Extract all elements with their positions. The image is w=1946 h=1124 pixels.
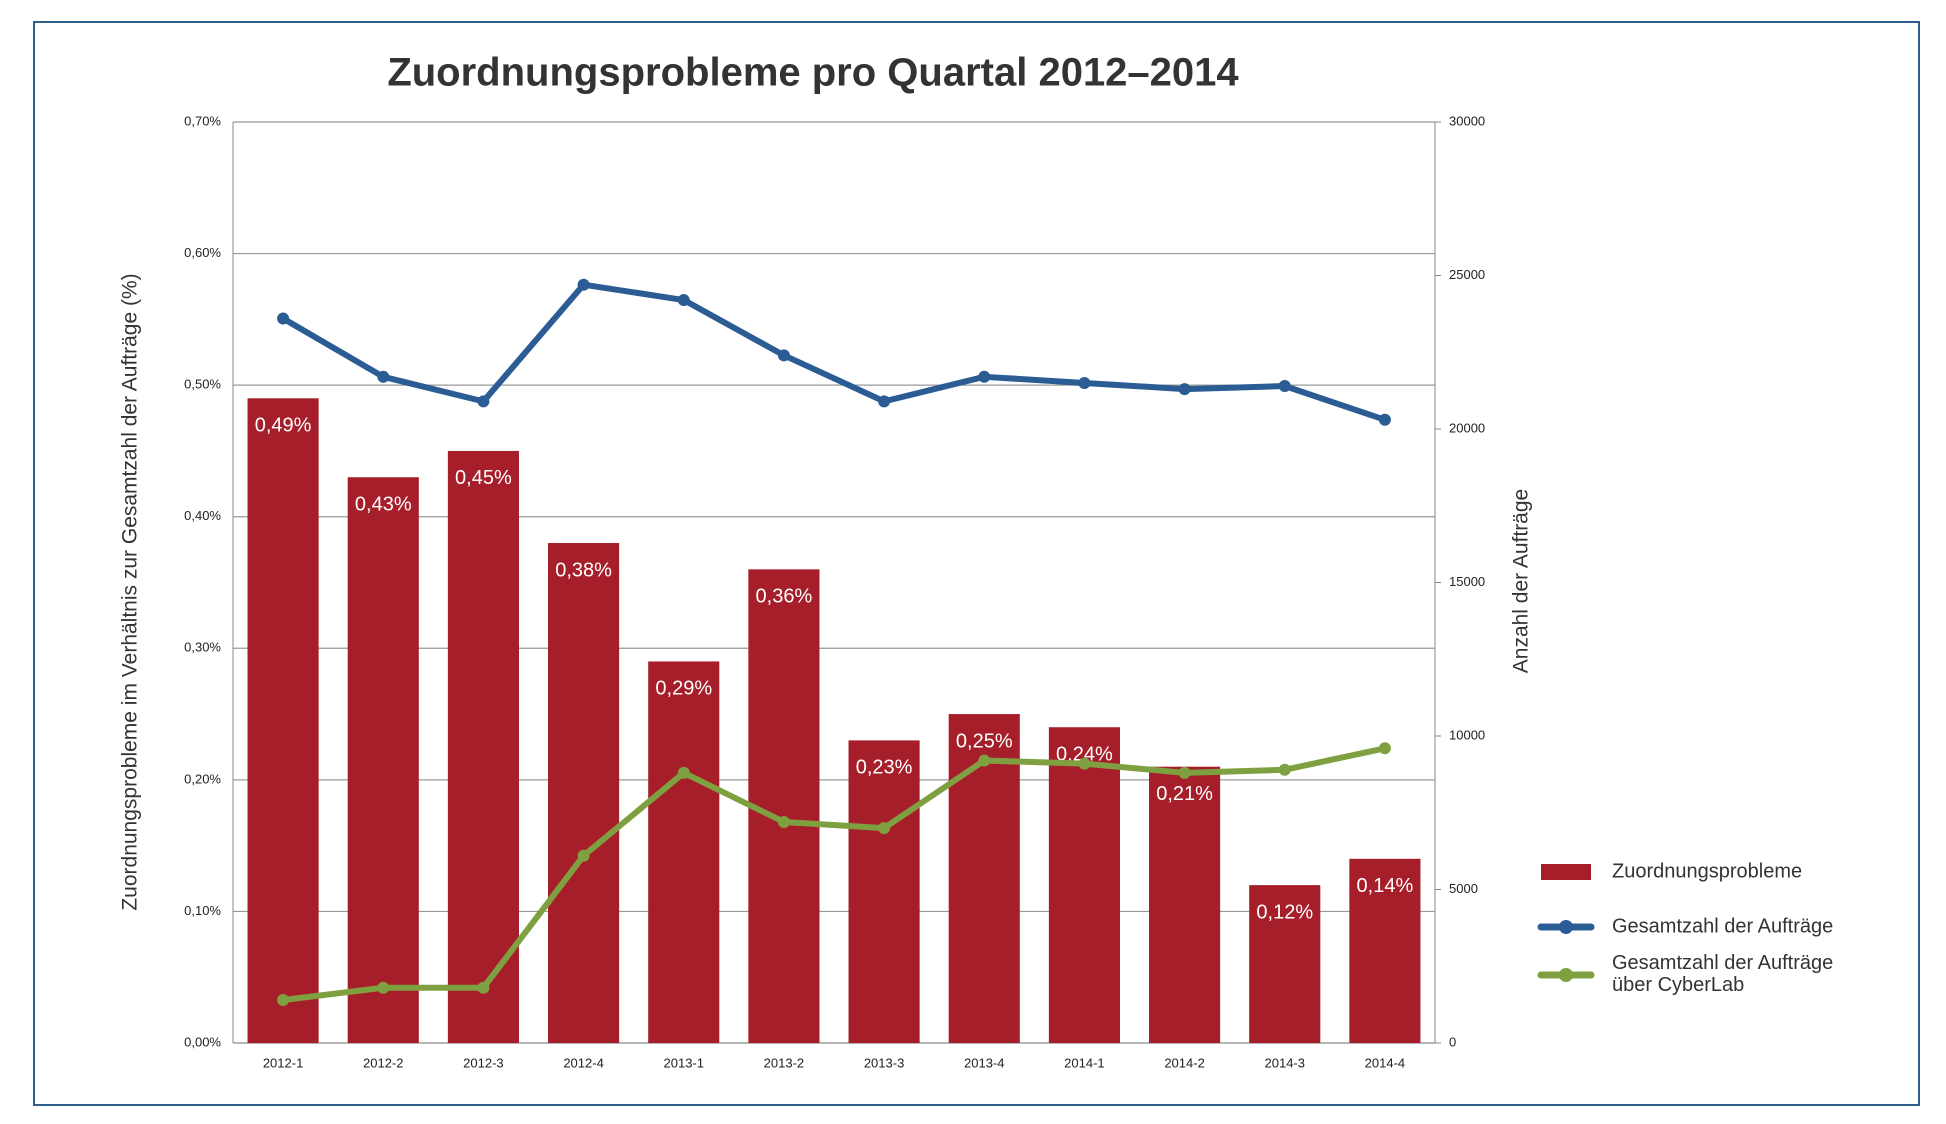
data-label: 0,38% (555, 559, 612, 581)
point (878, 822, 891, 835)
point (777, 815, 790, 828)
data-label: 0,25% (956, 730, 1013, 752)
y-tick-label: 0,50% (184, 377, 221, 392)
y-tick-label: 0,40% (184, 508, 221, 523)
point (577, 849, 590, 862)
x-tick-label: 2013-3 (864, 1055, 904, 1070)
bar (548, 543, 620, 1043)
point (477, 395, 490, 408)
legend-label: Gesamtzahl der Aufträge (1612, 915, 1833, 937)
y-tick-label: 0,10% (184, 903, 221, 918)
x-tick-label: 2013-1 (664, 1055, 704, 1070)
y2-tick-label: 30000 (1449, 113, 1485, 128)
bar (247, 398, 319, 1043)
y2-tick-label: 15000 (1449, 574, 1485, 589)
x-tick-label: 2014-1 (1064, 1055, 1104, 1070)
bar (1149, 766, 1221, 1043)
x-tick-label: 2014-3 (1265, 1055, 1305, 1070)
point (1178, 766, 1191, 779)
point (1278, 763, 1291, 776)
y-tick-label: 0,60% (184, 245, 221, 260)
point (878, 395, 891, 408)
x-tick-label: 2014-4 (1365, 1055, 1405, 1070)
point (1378, 413, 1391, 426)
point (978, 370, 991, 383)
line (281, 281, 1386, 423)
data-label: 0,12% (1256, 901, 1313, 923)
data-label: 0,49% (255, 415, 312, 437)
y2-tick-label: 10000 (1449, 727, 1485, 742)
x-tick-label: 2012-3 (463, 1055, 503, 1070)
point (1078, 376, 1091, 389)
data-label: 0,45% (455, 467, 512, 489)
point (677, 294, 690, 307)
y-tick-label: 0,20% (184, 771, 221, 786)
bar (948, 714, 1020, 1043)
y2-tick-label: 5000 (1449, 881, 1478, 896)
point (277, 994, 290, 1007)
x-tick-label: 2013-2 (764, 1055, 804, 1070)
data-label: 0,14% (1357, 875, 1414, 897)
bar (447, 450, 519, 1043)
x-tick-label: 2013-4 (964, 1055, 1004, 1070)
y2-tick-label: 25000 (1449, 267, 1485, 282)
bar (848, 740, 920, 1043)
y-axis-title: Zuordnungsprobleme im Verhältnis zur Ges… (119, 273, 142, 910)
bar (347, 477, 419, 1043)
legend-marker (1559, 920, 1573, 934)
legend-marker (1559, 968, 1573, 982)
point (1378, 742, 1391, 755)
x-tick-label: 2012-1 (263, 1055, 303, 1070)
x-tick-label: 2014-2 (1164, 1055, 1204, 1070)
point (277, 312, 290, 325)
point (377, 370, 390, 383)
bar (1048, 727, 1120, 1043)
y-tick-label: 0,30% (184, 640, 221, 655)
chart-title: Zuordnungsprobleme pro Quartal 2012–2014 (387, 51, 1239, 95)
legend-swatch (1541, 864, 1591, 880)
data-label: 0,29% (655, 678, 712, 700)
y-tick-label: 0,70% (184, 113, 221, 128)
x-tick-label: 2012-4 (563, 1055, 603, 1070)
point (577, 278, 590, 291)
y2-tick-label: 20000 (1449, 420, 1485, 435)
x-tick-label: 2012-2 (363, 1055, 403, 1070)
point (978, 754, 991, 767)
data-label: 0,24% (1056, 744, 1113, 766)
bar (1249, 885, 1321, 1043)
data-label: 0,43% (355, 494, 412, 516)
point (377, 981, 390, 994)
point (777, 349, 790, 362)
bar (648, 661, 720, 1043)
point (1178, 383, 1191, 396)
y2-tick-label: 0 (1449, 1034, 1456, 1049)
data-label: 0,36% (756, 586, 813, 608)
point (677, 766, 690, 779)
data-label: 0,23% (856, 757, 913, 779)
legend-label: Gesamtzahl der Aufträge über CyberLab (1612, 952, 1833, 996)
point (1078, 757, 1091, 770)
line (282, 745, 1386, 1003)
point (1278, 380, 1291, 393)
bar (1349, 858, 1421, 1043)
data-label: 0,21% (1156, 783, 1213, 805)
legend-label: Zuordnungsprobleme (1612, 860, 1802, 882)
y2-axis-title: Anzahl der Aufträge (1510, 489, 1533, 673)
y-tick-label: 0,00% (184, 1034, 221, 1049)
point (477, 981, 490, 994)
bar (748, 569, 820, 1043)
